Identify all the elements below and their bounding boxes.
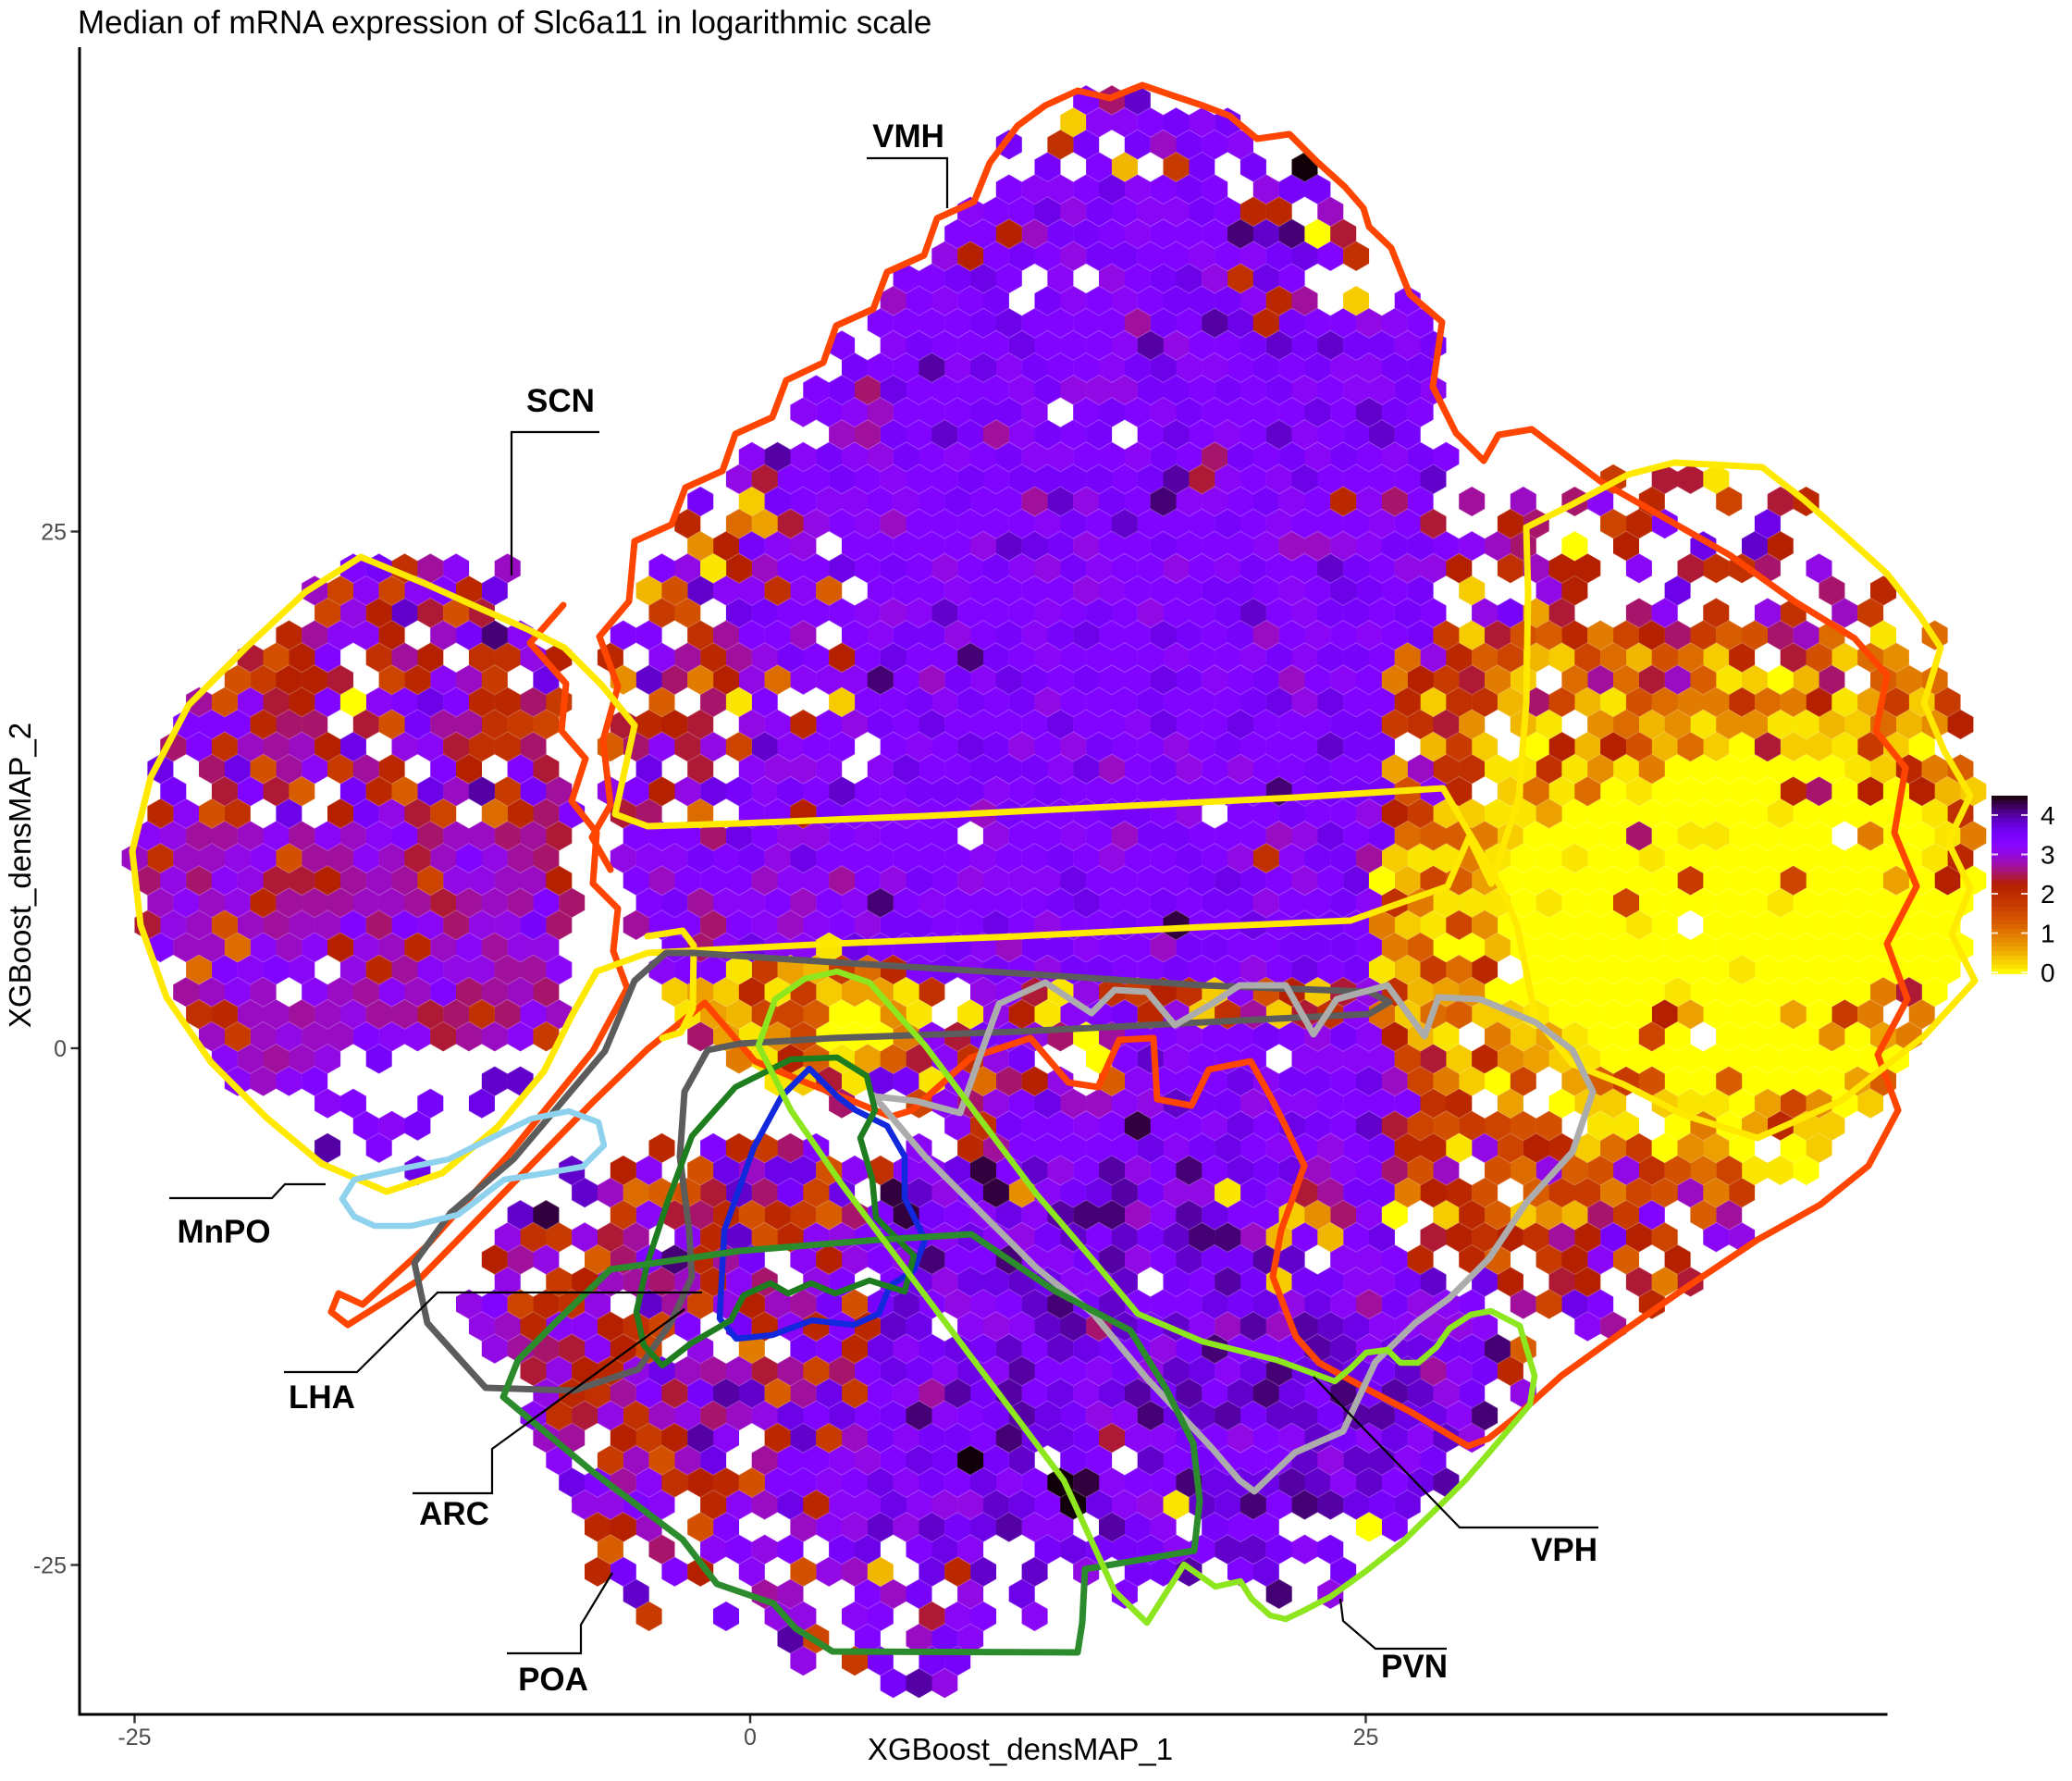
svg-text:4: 4	[2041, 801, 2055, 830]
svg-text:25: 25	[41, 520, 67, 546]
svg-text:XGBoost_densMAP_1: XGBoost_densMAP_1	[868, 1732, 1173, 1766]
svg-text:VMH: VMH	[872, 118, 944, 155]
svg-text:-25: -25	[33, 1553, 67, 1579]
svg-text:-25: -25	[117, 1725, 151, 1750]
svg-text:XGBoost_densMAP_2: XGBoost_densMAP_2	[3, 723, 37, 1028]
svg-text:ARC: ARC	[419, 1496, 489, 1532]
svg-text:SCN: SCN	[526, 383, 595, 419]
svg-text:0: 0	[744, 1725, 757, 1750]
svg-text:POA: POA	[518, 1662, 588, 1698]
svg-text:1: 1	[2041, 920, 2055, 948]
svg-text:LHA: LHA	[289, 1379, 355, 1416]
svg-text:MnPO: MnPO	[177, 1214, 270, 1250]
svg-text:2: 2	[2041, 880, 2055, 909]
svg-text:Median of mRNA expression of S: Median of mRNA expression of Slc6a11 in …	[78, 5, 931, 41]
svg-text:3: 3	[2041, 841, 2055, 870]
svg-text:PVN: PVN	[1381, 1649, 1448, 1685]
svg-text:25: 25	[1353, 1725, 1379, 1750]
svg-text:0: 0	[2041, 959, 2055, 987]
svg-text:0: 0	[54, 1036, 67, 1062]
svg-text:VPH: VPH	[1531, 1532, 1597, 1568]
